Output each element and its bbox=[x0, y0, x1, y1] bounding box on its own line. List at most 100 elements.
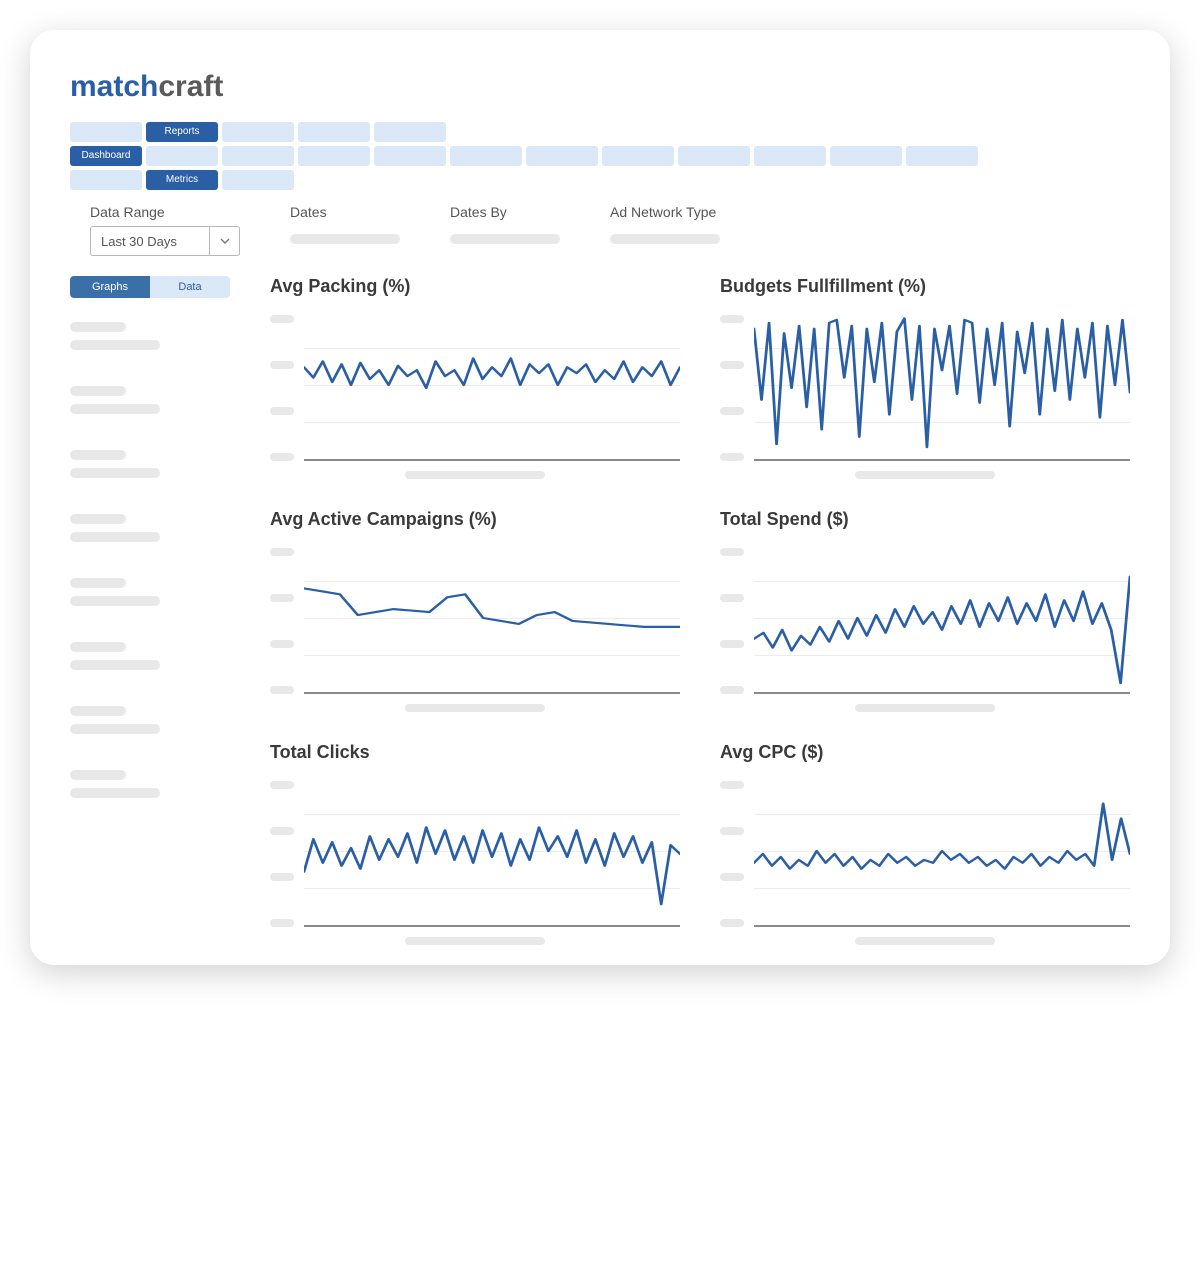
chart-budgets_fulfillment: Budgets Fullfillment (%) bbox=[720, 276, 1130, 479]
y-tick-placeholder bbox=[720, 827, 744, 835]
y-tick-placeholder bbox=[270, 453, 294, 461]
sidebar-placeholder-line bbox=[70, 788, 160, 798]
nav-tab[interactable] bbox=[374, 146, 446, 166]
view-toggle-data[interactable]: Data bbox=[150, 276, 230, 298]
sidebar-filter-group bbox=[70, 450, 230, 478]
view-toggle-graphs[interactable]: Graphs bbox=[70, 276, 150, 298]
y-axis-ticks bbox=[720, 777, 746, 927]
brand-part2: craft bbox=[158, 70, 223, 103]
y-tick-placeholder bbox=[270, 640, 294, 648]
nav-tab-metrics[interactable]: Metrics bbox=[146, 170, 218, 190]
main-area: Graphs Data Avg Packing (%) Budgets Fullf… bbox=[70, 276, 1130, 945]
filter-label-dates: Dates bbox=[290, 204, 400, 220]
chart-line bbox=[304, 777, 680, 925]
chart-plot bbox=[304, 777, 680, 927]
sidebar-placeholder-line bbox=[70, 578, 126, 588]
data-range-value: Last 30 Days bbox=[91, 234, 209, 249]
chart-plot bbox=[754, 544, 1130, 694]
sidebar-filter-group bbox=[70, 386, 230, 414]
dates-by-placeholder[interactable] bbox=[450, 234, 560, 244]
chart-line bbox=[754, 544, 1130, 692]
nav-tabs: ReportsDashboardMetrics bbox=[70, 122, 1130, 190]
y-axis-ticks bbox=[720, 311, 746, 461]
y-tick-placeholder bbox=[720, 548, 744, 556]
sidebar-filter-group bbox=[70, 770, 230, 798]
nav-tab[interactable] bbox=[906, 146, 978, 166]
y-tick-placeholder bbox=[720, 361, 744, 369]
sidebar-placeholder-line bbox=[70, 706, 126, 716]
app-frame: matchcraft ReportsDashboardMetrics Data … bbox=[30, 30, 1170, 965]
sidebar-placeholder-line bbox=[70, 450, 126, 460]
nav-tab[interactable] bbox=[450, 146, 522, 166]
nav-tab[interactable] bbox=[754, 146, 826, 166]
nav-tab[interactable] bbox=[526, 146, 598, 166]
sidebar-filter-group bbox=[70, 578, 230, 606]
y-tick-placeholder bbox=[270, 548, 294, 556]
y-tick-placeholder bbox=[720, 873, 744, 881]
sidebar-placeholder-line bbox=[70, 514, 126, 524]
y-axis-ticks bbox=[270, 777, 296, 927]
x-axis-caption bbox=[270, 471, 680, 479]
nav-tab[interactable] bbox=[222, 170, 294, 190]
x-caption-placeholder bbox=[405, 471, 545, 479]
chart-title: Avg Packing (%) bbox=[270, 276, 680, 297]
y-tick-placeholder bbox=[720, 686, 744, 694]
nav-tab-dashboard[interactable]: Dashboard bbox=[70, 146, 142, 166]
x-caption-placeholder bbox=[855, 471, 995, 479]
y-tick-placeholder bbox=[720, 315, 744, 323]
nav-tab[interactable] bbox=[222, 122, 294, 142]
data-range-select[interactable]: Last 30 Days bbox=[90, 226, 240, 256]
chart-title: Budgets Fullfillment (%) bbox=[720, 276, 1130, 297]
filter-dates-by: Dates By bbox=[450, 204, 560, 256]
sidebar: Graphs Data bbox=[70, 276, 230, 945]
chart-avg_packing: Avg Packing (%) bbox=[270, 276, 680, 479]
nav-tab[interactable] bbox=[298, 146, 370, 166]
nav-tab[interactable] bbox=[678, 146, 750, 166]
nav-tab[interactable] bbox=[298, 122, 370, 142]
nav-tab[interactable] bbox=[374, 122, 446, 142]
y-axis-ticks bbox=[720, 544, 746, 694]
chart-line bbox=[754, 311, 1130, 459]
nav-row: Dashboard bbox=[70, 146, 1130, 166]
nav-tab[interactable] bbox=[146, 146, 218, 166]
brand-logo: matchcraft bbox=[70, 70, 1130, 104]
chart-total_clicks: Total Clicks bbox=[270, 742, 680, 945]
y-tick-placeholder bbox=[720, 781, 744, 789]
y-axis-ticks bbox=[270, 544, 296, 694]
nav-tab[interactable] bbox=[222, 146, 294, 166]
chart-line bbox=[754, 777, 1130, 925]
chart-line bbox=[304, 544, 680, 692]
nav-tab[interactable] bbox=[830, 146, 902, 166]
y-tick-placeholder bbox=[270, 315, 294, 323]
dates-placeholder[interactable] bbox=[290, 234, 400, 244]
x-caption-placeholder bbox=[855, 704, 995, 712]
sidebar-placeholder-line bbox=[70, 642, 126, 652]
nav-tab-reports[interactable]: Reports bbox=[146, 122, 218, 142]
sidebar-filter-group bbox=[70, 322, 230, 350]
filter-ad-network: Ad Network Type bbox=[610, 204, 720, 256]
nav-tab[interactable] bbox=[602, 146, 674, 166]
sidebar-placeholder-line bbox=[70, 322, 126, 332]
y-tick-placeholder bbox=[270, 781, 294, 789]
sidebar-placeholder-line bbox=[70, 596, 160, 606]
y-axis-ticks bbox=[270, 311, 296, 461]
chart-body bbox=[270, 777, 680, 927]
sidebar-filter-group bbox=[70, 514, 230, 542]
chart-body bbox=[720, 311, 1130, 461]
chart-title: Total Clicks bbox=[270, 742, 680, 763]
sidebar-placeholder-line bbox=[70, 404, 160, 414]
nav-tab[interactable] bbox=[70, 170, 142, 190]
view-toggle: Graphs Data bbox=[70, 276, 230, 298]
sidebar-placeholder-line bbox=[70, 468, 160, 478]
y-tick-placeholder bbox=[270, 361, 294, 369]
x-caption-placeholder bbox=[855, 937, 995, 945]
y-tick-placeholder bbox=[720, 594, 744, 602]
x-axis-caption bbox=[720, 471, 1130, 479]
filter-label-ad-network: Ad Network Type bbox=[610, 204, 720, 220]
y-tick-placeholder bbox=[720, 407, 744, 415]
chart-title: Avg CPC ($) bbox=[720, 742, 1130, 763]
nav-tab[interactable] bbox=[70, 122, 142, 142]
y-tick-placeholder bbox=[270, 919, 294, 927]
nav-row: Reports bbox=[70, 122, 1130, 142]
ad-network-placeholder[interactable] bbox=[610, 234, 720, 244]
